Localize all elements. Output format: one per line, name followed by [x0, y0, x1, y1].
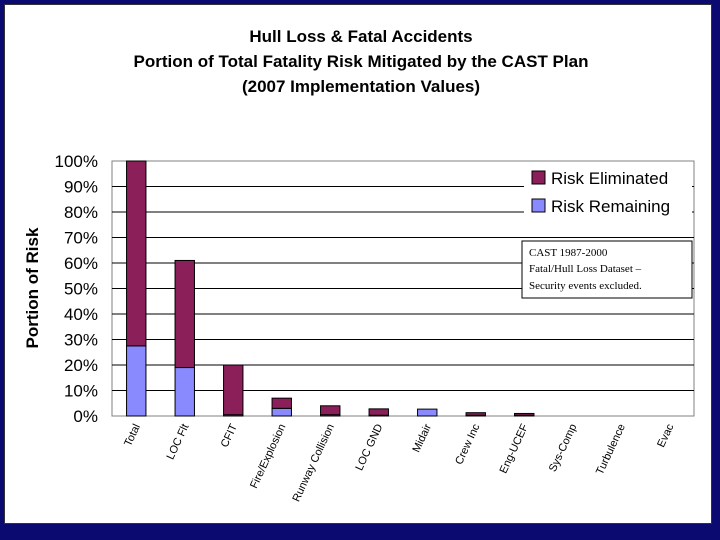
legend-swatch-risk-remaining — [531, 198, 546, 213]
title-line-1: Hull Loss & Fatal Accidents — [249, 27, 472, 46]
dataset-note-line-3: Security events excluded. — [529, 280, 642, 292]
title-line-3: (2007 Implementation Values) — [242, 77, 480, 96]
y-tick-labels: 0% 10% 20% 30% 40% 50% 60% 70% 80% 90% 100% — [55, 152, 98, 426]
dataset-note-box — [521, 240, 693, 299]
x-tick-label: Sys-Comp — [547, 422, 580, 474]
y-tick-label: 50% — [64, 280, 98, 299]
bars — [126, 160, 535, 417]
x-tick-label: LOC Flt — [165, 422, 192, 461]
chart-title: Hull Loss & Fatal Accidents Portion of T… — [134, 27, 589, 96]
y-tick-label: 0% — [73, 407, 98, 426]
y-tick-label: 100% — [55, 152, 98, 171]
bar-runway-collision-risk-eliminated — [320, 405, 341, 416]
x-tick-label: Total — [122, 422, 143, 448]
legend-label-risk-remaining: Risk Remaining — [551, 197, 670, 216]
bar-eng-ucef-risk-eliminated — [514, 412, 535, 416]
x-tick-label: LOC GND — [353, 422, 385, 473]
y-tick-label: 10% — [64, 382, 98, 401]
x-tick-label: Turbulence — [594, 422, 628, 477]
bar-crew-inc-risk-eliminated — [465, 412, 486, 416]
y-tick-label: 80% — [64, 203, 98, 222]
bar-fire-explosion-risk-eliminated — [271, 397, 292, 409]
dataset-note: CAST 1987-2000 Fatal/Hull Loss Dataset –… — [521, 240, 693, 299]
bar-total-risk-remaining — [126, 345, 147, 417]
x-tick-label: Midair — [410, 422, 434, 455]
bar-loc-flt-risk-remaining — [174, 367, 195, 417]
x-tick-label: Eng-UCEF — [498, 422, 531, 476]
y-tick-label: 20% — [64, 356, 98, 375]
x-tick-label: Crew Inc — [453, 422, 482, 467]
bar-fire-explosion-risk-remaining — [271, 407, 292, 417]
legend-label-risk-eliminated: Risk Eliminated — [551, 169, 668, 188]
x-tick-label: CFIT — [219, 422, 240, 449]
y-tick-label: 60% — [64, 254, 98, 273]
bar-cfit-risk-eliminated — [223, 364, 244, 416]
x-tick-labels: Total LOC Flt CFIT Fire/Explosion Runway Col… — [122, 422, 676, 504]
x-tick-label: Fire/Explosion — [248, 422, 288, 490]
title-line-2: Portion of Total Fatality Risk Mitigated… — [134, 52, 589, 71]
y-tick-label: 70% — [64, 229, 98, 248]
x-tick-label: Evac — [655, 422, 676, 450]
bar-midair-risk-remaining — [417, 408, 438, 417]
y-tick-label: 90% — [64, 178, 98, 197]
y-axis-label: Portion of Risk — [23, 227, 42, 348]
legend-swatch-risk-eliminated — [531, 170, 546, 185]
bar-loc-flt-risk-eliminated — [174, 259, 195, 369]
y-tick-label: 40% — [64, 305, 98, 324]
legend: Risk Eliminated Risk Remaining — [524, 163, 692, 217]
bar-total-risk-eliminated — [126, 160, 147, 347]
bar-loc-gnd-risk-eliminated — [368, 408, 389, 416]
y-tick-label: 30% — [64, 331, 98, 350]
dataset-note-line-1: CAST 1987-2000 — [529, 247, 608, 259]
x-tick-label: Runway Collision — [290, 422, 337, 504]
legend-box — [524, 163, 692, 217]
dataset-note-line-2: Fatal/Hull Loss Dataset – — [529, 263, 642, 275]
